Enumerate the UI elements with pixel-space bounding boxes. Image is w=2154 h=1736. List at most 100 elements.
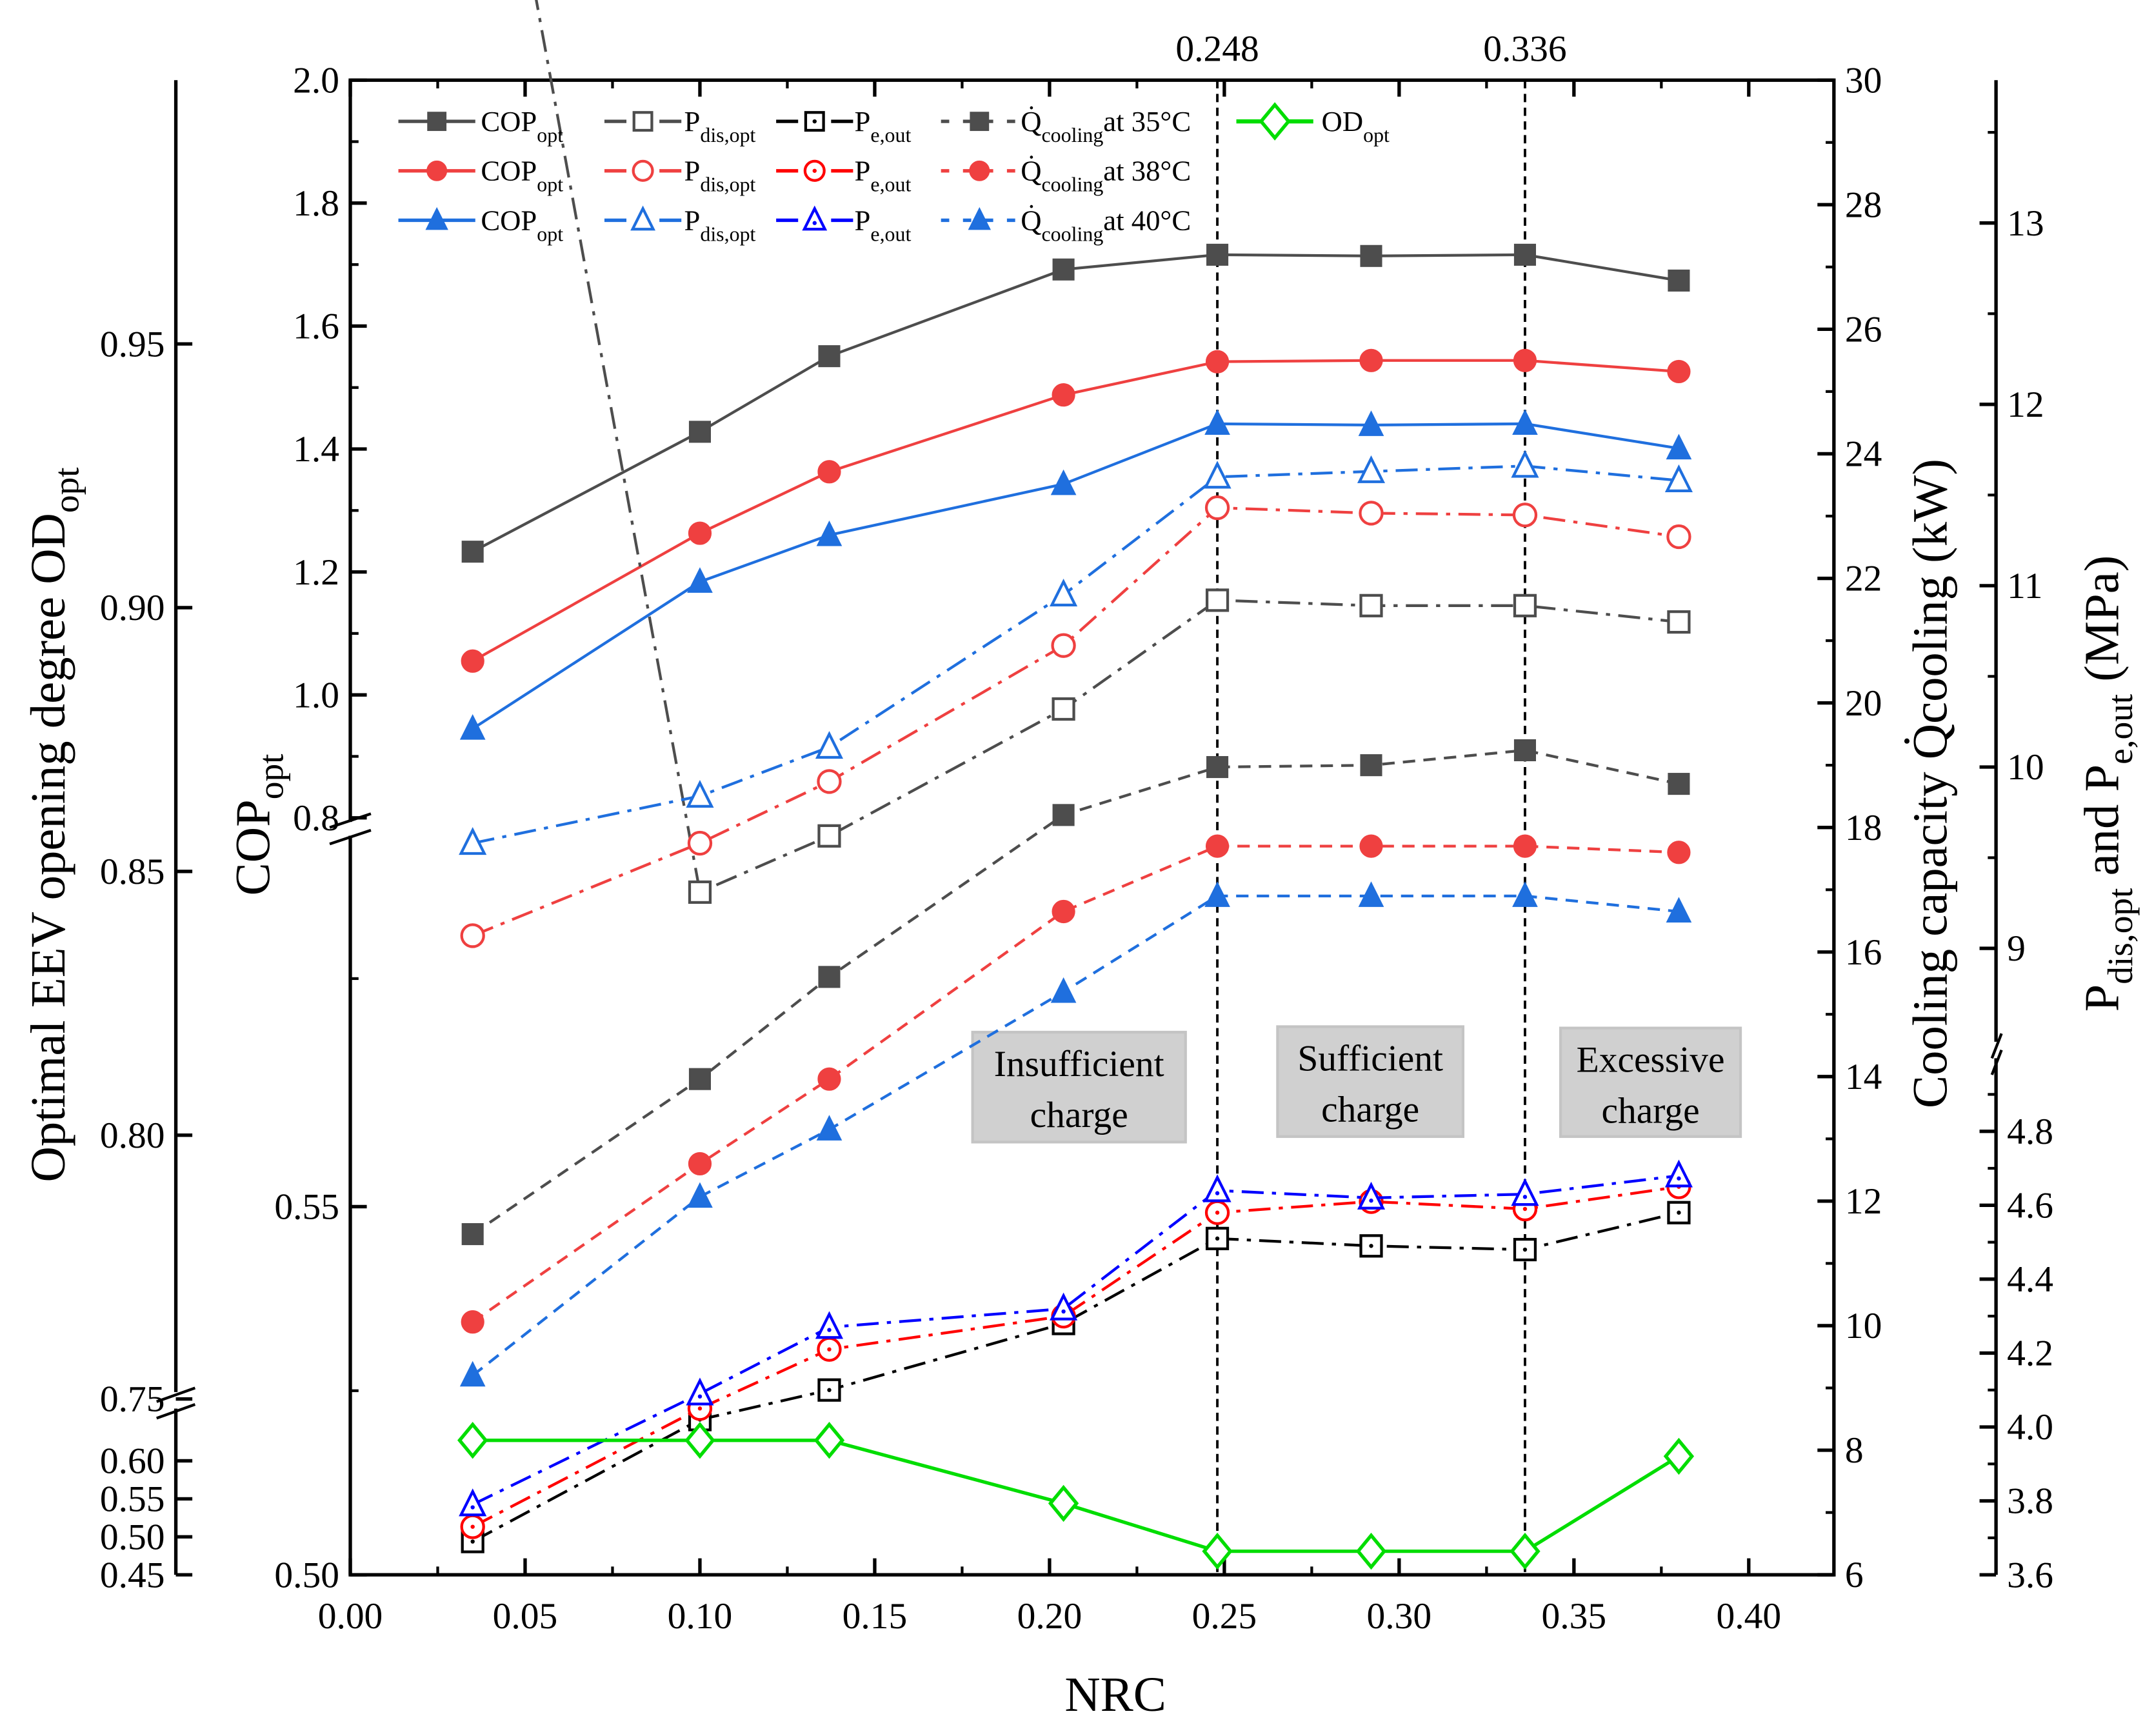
cooling-tick-label: 18 [1845,808,1882,848]
pressure-tick-label: 4.2 [2007,1333,2053,1374]
triangle-marker [1203,461,1232,489]
legend-item: Pdis,opt [604,105,756,146]
series-cop-opt-at-35-c [461,243,1690,563]
circle-marker [817,460,841,484]
legend-label-suffix: at 35°C [1103,105,1191,137]
circle-marker [1513,834,1537,858]
legend-label: Pe,out [855,155,912,196]
circle-marker [1667,841,1691,864]
legend-label-main: P [855,204,871,236]
legend-label-sub: cooling [1041,223,1103,245]
series-p-dis-opt-at-35-c [535,0,1691,904]
circle-marker [1204,495,1230,521]
legend-label-main: Q̇ [1021,155,1041,187]
triangle-marker [1204,881,1230,907]
circle-marker [461,1310,484,1334]
cooling-tick-label: 24 [1845,434,1882,475]
diamond-marker [1048,1484,1079,1522]
od-axis-title: Optimal EEV opening degree ODopt [21,467,86,1182]
legend-label: Pdis,opt [684,105,755,146]
marker-center-dot [1677,1176,1681,1181]
od-tick-label: 0.60 [100,1441,165,1482]
diamond-marker [1663,1437,1695,1475]
circle-marker [969,160,990,181]
marker-center-dot [1369,1244,1373,1248]
square-marker [1359,594,1383,617]
triangle-marker [1664,1159,1693,1188]
legend-label: Pe,out [855,204,912,245]
axes: 0.00 0.05 0.10 0.15 0.20 0.25 0.30 0.35 0.40 2.0 1… [100,60,2053,1637]
triangle-marker [687,1182,713,1208]
square-marker [1052,697,1075,721]
reference-lines: 0.248 0.336 [1175,28,1567,1575]
square-marker [1205,588,1230,612]
x-tick-label: 0.25 [1192,1596,1257,1637]
legend-label-sub: opt [537,223,563,245]
x-tick-label: 0.00 [318,1596,383,1637]
axis-title-text: COP [225,799,280,895]
square-marker [1668,269,1690,292]
legend-label-suffix: at 38°C [1103,155,1191,187]
triangle-marker [1357,455,1386,483]
axis-title-text: Optimal EEV opening degree OD [21,513,75,1182]
legend-label: COPopt [481,155,563,196]
legend-label-main: COP [481,105,537,137]
square-marker [1513,739,1536,762]
marker-center-dot [1522,1247,1528,1252]
triangle-marker [1357,1181,1386,1210]
series-q-cooling-at-40-c [459,881,1692,1387]
marker-center-dot [1215,1210,1220,1215]
cop-axis-title: COPopt [225,753,290,895]
cop-tick-label: 1.2 [293,552,339,593]
od-tick-label: 0.45 [100,1555,165,1595]
pressure-tick-label: 10 [2007,747,2044,788]
series-p-dis-opt-at-38-c [460,495,1691,948]
legend-label: ODopt [1322,105,1390,146]
annotation-text: charge [1321,1089,1419,1130]
square-marker [1668,773,1690,795]
triangle-marker [687,567,713,593]
cooling-tick-label: 6 [1845,1555,1864,1595]
circle-marker [817,1067,841,1091]
legend-label-suffix: at 40°C [1103,204,1191,236]
series-line [472,506,1679,937]
circle-marker [1513,348,1537,372]
pressure-tick-label: 3.6 [2007,1555,2053,1595]
pressure-tick-label: 3.8 [2007,1481,2053,1522]
circle-marker [688,521,712,545]
triangle-marker [459,1361,486,1387]
legend-label-main: P [855,105,871,137]
marker-center-dot [470,1505,475,1510]
triangle-marker [1358,881,1384,907]
legend-label-sub: dis,opt [700,223,755,245]
circle-marker [1359,834,1383,858]
legend-item: Q̇coolingat 40°C [941,204,1191,245]
square-marker [461,1223,484,1246]
circle-marker [460,923,485,948]
legend-label-sub: opt [537,174,563,196]
square-marker [818,345,841,368]
triangle-marker [459,827,487,855]
od-tick-label: 0.85 [100,852,165,892]
triangle-marker [630,205,656,231]
od-tick-label: 0.95 [100,324,165,364]
pressure-tick-label: 11 [2007,566,2042,606]
circle-marker [1359,501,1384,526]
x-tick-label: 0.20 [1017,1596,1082,1637]
legend-label-main: Q̇ [1021,204,1041,236]
legend-label-sub: cooling [1041,124,1103,146]
triangle-marker [1666,434,1692,460]
series-q-cooling-at-35-c [461,739,1690,1246]
annotation-text: Sufficient [1297,1039,1443,1079]
legend-label-main: COP [481,155,537,187]
series-p-e-out-at-40-c [459,1159,1693,1517]
square-marker [970,112,990,132]
pressure-tick-label: 13 [2007,203,2044,244]
circle-marker [1666,524,1691,550]
legend-label-main: P [684,155,700,187]
cooling-tick-label: 20 [1845,683,1882,724]
cop-tick-label: 2.0 [293,60,339,101]
cooling-tick-label: 14 [1845,1057,1882,1097]
marker-center-dot [1677,1210,1681,1215]
series-p-e-out-at-38-c [460,1174,1691,1539]
